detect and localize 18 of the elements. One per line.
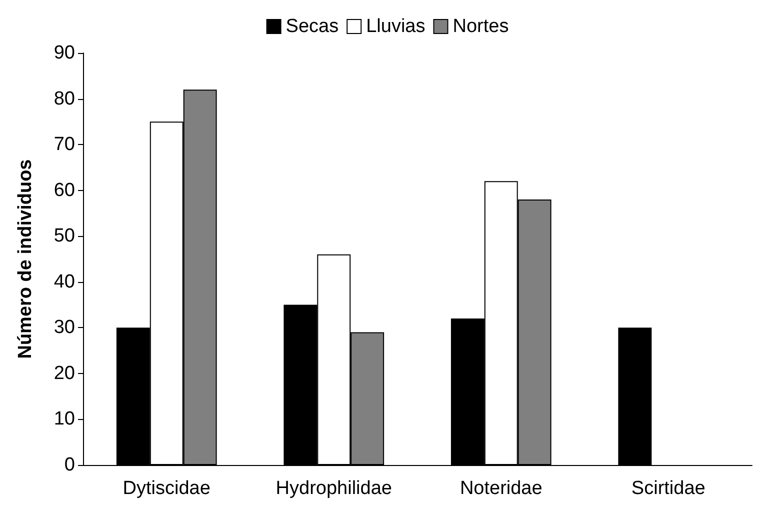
y-tick-label: 50	[54, 226, 75, 247]
legend-label: Secas	[286, 16, 339, 37]
legend-label: Lluvias	[366, 16, 426, 37]
x-tick-label: Dytiscidae	[122, 478, 210, 499]
y-tick-label: 30	[54, 317, 75, 338]
y-tick-label: 20	[54, 362, 75, 384]
x-tick-label: Scirtidae	[631, 478, 706, 499]
x-tick-label: Noteridae	[460, 478, 542, 499]
y-tick-label: 90	[54, 42, 75, 64]
y-tick-label: 60	[54, 180, 75, 201]
y-tick-label: 40	[54, 271, 75, 292]
y-tick-label: 80	[54, 88, 75, 110]
y-tick-label: 10	[54, 408, 75, 430]
x-tick-label: Hydrophilidae	[276, 478, 392, 499]
legend-label: Nortes	[452, 16, 509, 37]
y-axis-title: Número de individuos	[15, 159, 36, 359]
y-tick-label: 70	[54, 134, 75, 156]
y-tick-label: 0	[64, 454, 75, 476]
